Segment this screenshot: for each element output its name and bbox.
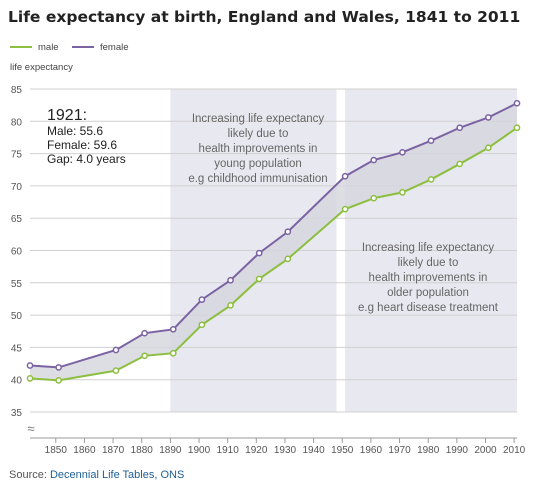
band-annotation-line: health improvements in [369, 272, 488, 284]
callout-heading: 1921: [47, 107, 87, 124]
band-annotation-line: older population [387, 287, 469, 299]
band-annotation-line: Increasing life expectancy [362, 242, 495, 254]
data-point-male [370, 194, 378, 202]
legend-label-male: male [38, 42, 59, 53]
data-point-female [26, 362, 34, 369]
data-point-female [485, 114, 492, 121]
y-tick-label: 65 [11, 214, 23, 225]
data-point-male [513, 124, 521, 132]
y-tick-label: 50 [11, 311, 23, 322]
y-tick-label: 40 [11, 376, 23, 387]
data-point-male [198, 321, 206, 329]
y-tick-label: 60 [11, 247, 23, 258]
data-point-female [284, 228, 292, 236]
gap-area [30, 103, 517, 381]
band-annotation-line: Increasing life expectancy [192, 113, 325, 125]
data-point-male [169, 349, 177, 357]
y-tick-label: 55 [11, 279, 23, 290]
data-point-female [141, 329, 148, 337]
x-tick-label: 1860 [73, 445, 96, 456]
x-tick-label: 2000 [474, 445, 497, 456]
data-point-male [456, 160, 464, 168]
x-tick-label: 1950 [331, 445, 354, 456]
chart-title: Life expectancy at birth, England and Wa… [8, 8, 521, 26]
data-point-male [427, 176, 435, 183]
data-point-female [112, 346, 120, 354]
x-tick-label: 1940 [302, 445, 325, 456]
data-point-female [227, 276, 234, 284]
y-axis-label: life expectancy [10, 62, 73, 73]
x-tick-label: 1850 [45, 445, 68, 456]
source-link[interactable]: Decennial Life Tables, ONS [49, 469, 185, 481]
data-point-male [227, 302, 234, 309]
data-point-female [341, 172, 349, 180]
data-point-female [169, 325, 177, 333]
data-point-female [456, 124, 464, 132]
band-annotation-line: e.g childhood immunisation [188, 173, 327, 185]
y-tick-label: 70 [11, 182, 23, 193]
x-tick-label: 1900 [188, 445, 211, 456]
x-tick-label: 1880 [131, 445, 154, 456]
series-line-female [29, 102, 518, 369]
source-note: Source: Decennial Life Tables, ONS [9, 469, 184, 481]
band-annotation-line: health improvements in [199, 143, 318, 155]
y-tick-label: 45 [11, 343, 23, 354]
x-tick-label: 1920 [245, 445, 268, 456]
data-point-male [112, 367, 120, 375]
y-tick-label: 35 [11, 408, 23, 419]
x-tick-label: 1980 [417, 445, 440, 456]
data-point-female [427, 137, 435, 145]
data-point-male [26, 375, 34, 382]
band-annotation-line: e.g heart disease treatment [358, 302, 499, 314]
data-point-female [55, 364, 62, 371]
data-point-male [255, 275, 263, 283]
x-tick-label: 1930 [274, 445, 297, 456]
data-point-female [513, 99, 521, 107]
band-annotation-line: likely due to [228, 128, 289, 140]
data-point-female [255, 249, 263, 257]
data-point-female [399, 148, 406, 156]
x-tick-label: 1970 [388, 445, 411, 456]
callout-line: Female: 59.6 [47, 138, 117, 152]
callout-line: Male: 55.6 [47, 124, 103, 138]
callout-line: Gap: 4.0 years [47, 152, 126, 166]
y-tick-label: 75 [11, 150, 23, 161]
x-tick-label: 1960 [360, 445, 383, 456]
data-point-male [341, 205, 349, 213]
axis-break-icon: ≈ [27, 421, 34, 436]
y-tick-label: 80 [11, 117, 23, 128]
data-point-male [55, 376, 62, 384]
data-point-male [284, 255, 292, 263]
data-point-male [141, 352, 148, 360]
data-point-male [399, 189, 406, 196]
band-annotation-line: likely due to [398, 257, 459, 269]
series-line-male [29, 126, 518, 382]
x-tick-label: 1870 [102, 445, 125, 456]
data-point-female [198, 296, 206, 303]
x-tick-label: 1890 [159, 445, 182, 456]
data-point-female [370, 156, 378, 164]
x-tick-label: 1910 [217, 445, 240, 456]
y-tick-label: 85 [11, 85, 23, 96]
band-annotation-line: young population [214, 158, 302, 170]
x-tick-label: 1990 [446, 445, 469, 456]
data-point-male [485, 144, 492, 152]
source-prefix: Source: [9, 469, 50, 481]
legend-label-female: female [100, 42, 129, 53]
x-tick-label: 2010 [503, 445, 526, 456]
